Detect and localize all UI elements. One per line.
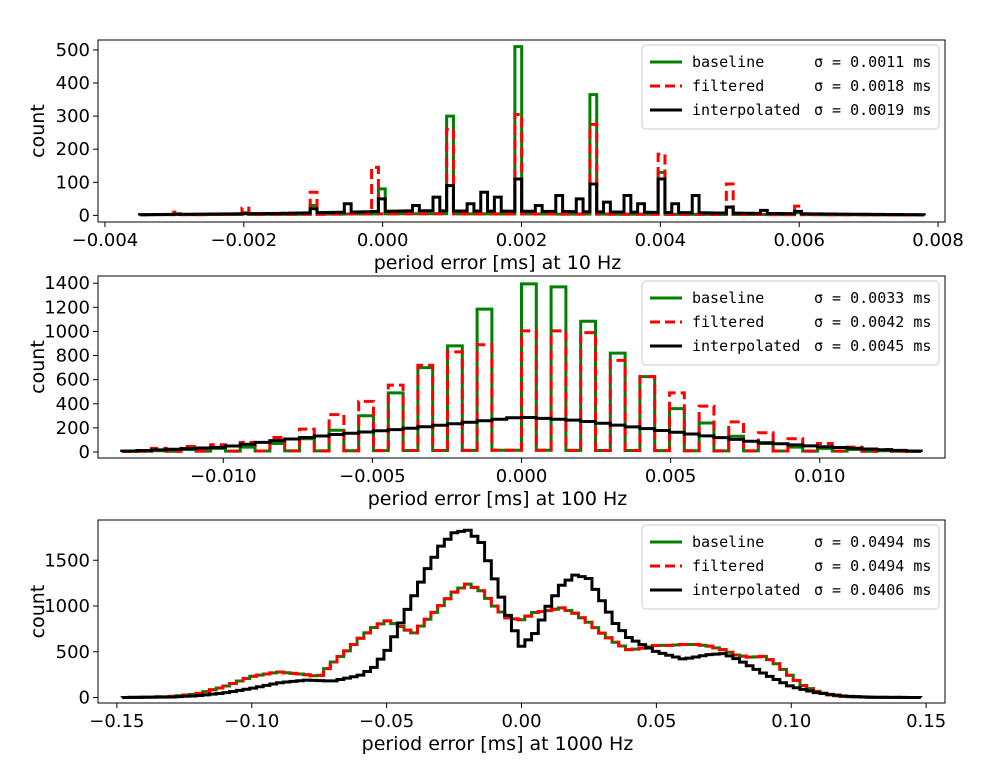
x-tick-label: 0.00 [501, 711, 541, 732]
x-tick-label: −0.002 [210, 230, 277, 251]
legend: baseline σ = 0.0033 ms filtered σ = 0.0042 … [641, 280, 940, 366]
y-tick-label: 100 [56, 172, 90, 193]
subplot-2: −0.010 −0.005 0.000 0.005 0.010 0 200 400 600 800… [27, 273, 946, 510]
y-tick-label: 200 [56, 139, 90, 160]
x-tick-label: 0.002 [496, 230, 548, 251]
y-tick-label: 600 [56, 370, 90, 391]
legend-label-baseline: baseline [692, 289, 764, 307]
x-tick-label: 0.10 [771, 711, 811, 732]
series-interpolated [138, 177, 926, 217]
y-tick-label: 200 [56, 418, 90, 439]
x-tick-label: 0.010 [794, 466, 846, 487]
x-tick-label: 0.005 [645, 466, 697, 487]
legend-label-baseline: baseline [692, 533, 764, 551]
legend-sigma-baseline: σ = 0.0033 ms [814, 289, 931, 307]
x-tick-label: 0.05 [636, 711, 676, 732]
series-interpolated [120, 528, 923, 699]
legend-label-filtered: filtered [692, 77, 764, 95]
y-tick-label: 1400 [44, 273, 90, 294]
legend-label-baseline: baseline [692, 53, 764, 71]
legend-frame [641, 524, 940, 610]
legend-sigma-baseline: σ = 0.0494 ms [814, 533, 931, 551]
legend-sigma-interpolated: σ = 0.0045 ms [814, 337, 931, 355]
plot-area [120, 528, 923, 699]
legend-frame [641, 280, 940, 366]
y-tick-label: 0 [79, 205, 90, 226]
y-tick-label: 0 [79, 442, 90, 463]
legend-label-filtered: filtered [692, 557, 764, 575]
x-axis-label: period error [ms] at 100 Hz [368, 488, 628, 510]
legend-sigma-baseline: σ = 0.0011 ms [814, 53, 931, 71]
y-axis-label: count [27, 340, 49, 394]
subplot-3: −0.15 −0.10 −0.05 0.00 0.05 0.10 0.15 0 500 1000 1… [27, 519, 946, 755]
subplot-1: −0.004 −0.002 0.000 0.002 0.004 0.006 0.008 0 10… [27, 39, 964, 274]
x-tick-label: 0.000 [357, 230, 409, 251]
legend-label-interpolated: interpolated [692, 101, 800, 119]
x-axis-label: period error [ms] at 10 Hz [374, 252, 622, 274]
series-filtered [138, 112, 926, 217]
x-tick-label: 0.15 [906, 711, 946, 732]
legend-sigma-interpolated: σ = 0.0406 ms [814, 581, 931, 599]
series-interpolated [120, 415, 923, 453]
y-tick-label: 1200 [44, 297, 90, 318]
y-tick-label: 300 [56, 106, 90, 127]
x-tick-label: 0.006 [773, 230, 825, 251]
x-tick-label: −0.005 [339, 466, 406, 487]
legend-label-interpolated: interpolated [692, 337, 800, 355]
x-tick-label: −0.15 [89, 711, 144, 732]
plot-area [120, 282, 923, 453]
series-filtered [120, 582, 923, 699]
x-tick-label: −0.10 [224, 711, 279, 732]
legend-sigma-filtered: σ = 0.0042 ms [814, 313, 931, 331]
y-tick-label: 400 [56, 394, 90, 415]
legend-frame [641, 44, 940, 130]
y-tick-label: 0 [79, 688, 90, 709]
legend-label-interpolated: interpolated [692, 581, 800, 599]
x-tick-label: −0.010 [190, 466, 257, 487]
legend: baseline σ = 0.0011 ms filtered σ = 0.0018 … [641, 44, 940, 130]
legend-sigma-interpolated: σ = 0.0019 ms [814, 101, 931, 119]
plot-area [138, 45, 926, 217]
x-tick-label: −0.004 [72, 230, 139, 251]
y-tick-label: 1500 [44, 550, 90, 571]
y-tick-label: 400 [56, 73, 90, 94]
x-tick-label: 0.000 [496, 466, 548, 487]
x-axis-label: period error [ms] at 1000 Hz [362, 733, 634, 755]
y-tick-label: 800 [56, 346, 90, 367]
legend-label-filtered: filtered [692, 313, 764, 331]
x-tick-label: −0.05 [359, 711, 414, 732]
legend: baseline σ = 0.0494 ms filtered σ = 0.0494 … [641, 524, 940, 610]
legend-sigma-filtered: σ = 0.0018 ms [814, 77, 931, 95]
y-tick-label: 1000 [44, 596, 90, 617]
y-tick-label: 500 [56, 642, 90, 663]
x-tick-label: 0.004 [635, 230, 687, 251]
y-tick-label: 1000 [44, 321, 90, 342]
y-axis-label: count [27, 104, 49, 158]
y-axis-label: count [27, 585, 49, 639]
y-tick-label: 500 [56, 40, 90, 61]
x-tick-label: 0.008 [912, 230, 964, 251]
legend-sigma-filtered: σ = 0.0494 ms [814, 557, 931, 575]
